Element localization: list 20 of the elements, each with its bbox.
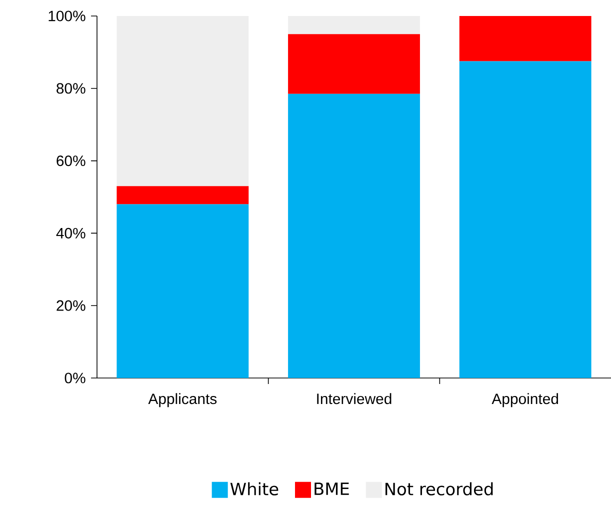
y-tick-label: 20% <box>56 300 86 311</box>
x-tick-label: Interviewed <box>317 393 392 404</box>
legend-label: White <box>230 482 278 496</box>
bar <box>116 204 249 378</box>
y-tick-label: 40% <box>56 228 86 238</box>
bar <box>288 94 420 378</box>
legend-label: Not recorded <box>386 482 493 496</box>
bar <box>459 61 592 378</box>
y-tick-label: 100% <box>48 10 86 22</box>
x-tick-label: Appointed <box>492 393 558 408</box>
y-tick-label: 60% <box>56 156 86 166</box>
bar <box>288 34 420 94</box>
bar <box>116 16 249 186</box>
bar <box>288 16 420 34</box>
y-tick-label: 80% <box>56 83 86 94</box>
bar <box>116 186 249 204</box>
x-tick-label: Applicants <box>148 393 217 408</box>
legend-label: BME <box>314 482 349 495</box>
y-tick-label: 0% <box>64 372 86 384</box>
bar <box>459 16 592 62</box>
